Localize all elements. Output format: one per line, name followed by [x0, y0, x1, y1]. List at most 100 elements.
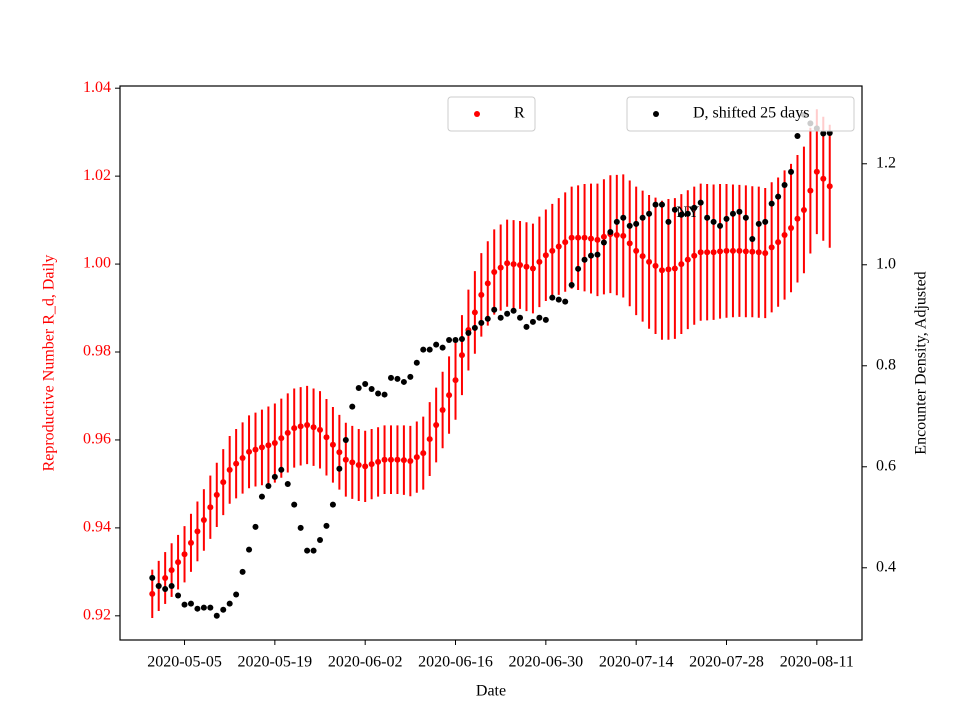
annotation: NY: [676, 204, 700, 221]
point: [510, 261, 517, 268]
point: [762, 218, 769, 225]
point: [723, 215, 730, 222]
point: [504, 260, 511, 267]
point: [458, 352, 465, 359]
point: [452, 337, 459, 344]
point: [355, 384, 362, 391]
point: [600, 239, 607, 246]
point: [826, 183, 833, 190]
point: [555, 243, 562, 250]
point: [800, 206, 807, 213]
point: [439, 407, 446, 414]
y-tick-label: 1.04: [83, 79, 111, 96]
point: [575, 265, 582, 272]
point: [246, 546, 253, 553]
point: [620, 232, 627, 239]
point: [317, 537, 324, 544]
point: [652, 262, 659, 269]
point: [807, 187, 814, 194]
point: [775, 239, 782, 246]
point: [194, 605, 201, 612]
point: [594, 251, 601, 258]
point: [349, 459, 356, 466]
point: [613, 232, 620, 239]
point: [329, 441, 336, 448]
point: [813, 168, 820, 175]
legend-label: R: [514, 105, 525, 122]
point: [671, 206, 678, 213]
x-tick-label: 2020-07-14: [599, 654, 674, 671]
point: [446, 392, 453, 399]
point: [788, 225, 795, 232]
point: [181, 551, 188, 558]
point: [252, 446, 259, 453]
point: [336, 449, 343, 456]
point: [329, 501, 336, 508]
point: [497, 314, 504, 321]
point: [349, 403, 356, 410]
point: [387, 374, 394, 381]
point: [278, 435, 285, 442]
point: [575, 234, 582, 241]
point: [646, 258, 653, 265]
point: [691, 252, 698, 259]
point: [291, 501, 298, 508]
legend-marker: [653, 111, 659, 117]
point: [271, 440, 278, 447]
point: [304, 421, 311, 428]
point: [555, 296, 562, 303]
point: [323, 522, 330, 529]
point: [433, 341, 440, 348]
plot-frame: [119, 85, 863, 641]
point: [471, 324, 478, 331]
y-tick-label: 1.02: [83, 167, 111, 184]
point: [568, 281, 575, 288]
point: [646, 210, 653, 217]
legend-marker: [474, 111, 480, 117]
x-tick-label: 2020-07-28: [689, 654, 764, 671]
point: [478, 291, 485, 298]
point: [523, 263, 530, 270]
point: [684, 210, 691, 217]
y-tick-label: 0.96: [83, 431, 111, 448]
point: [207, 604, 214, 611]
x-tick-label: 2020-06-02: [328, 654, 403, 671]
point: [381, 391, 388, 398]
point: [684, 256, 691, 263]
point: [529, 265, 536, 272]
point: [484, 280, 491, 287]
point: [794, 132, 801, 139]
point: [633, 220, 640, 227]
point: [775, 193, 782, 200]
point: [446, 337, 453, 344]
point: [239, 454, 246, 461]
point: [484, 315, 491, 322]
point: [768, 200, 775, 207]
point: [400, 378, 407, 385]
point: [749, 236, 756, 243]
point: [407, 458, 414, 465]
x-tick-label: 2020-06-16: [418, 654, 493, 671]
point: [510, 307, 517, 314]
point: [768, 244, 775, 251]
point: [162, 575, 169, 582]
point: [246, 448, 253, 455]
point: [149, 574, 156, 581]
point: [710, 249, 717, 256]
point: [658, 267, 665, 274]
point: [355, 462, 362, 469]
point: [729, 247, 736, 254]
point: [478, 319, 485, 326]
point: [671, 265, 678, 272]
y-tick-label: 0.94: [83, 519, 111, 536]
point: [420, 346, 427, 353]
point: [226, 600, 233, 607]
point: [175, 559, 182, 566]
point: [691, 204, 698, 211]
point: [620, 214, 627, 221]
point: [820, 175, 827, 182]
point: [420, 450, 427, 457]
x-axis-label: Date: [476, 683, 506, 700]
point: [607, 228, 614, 235]
point: [581, 256, 588, 263]
